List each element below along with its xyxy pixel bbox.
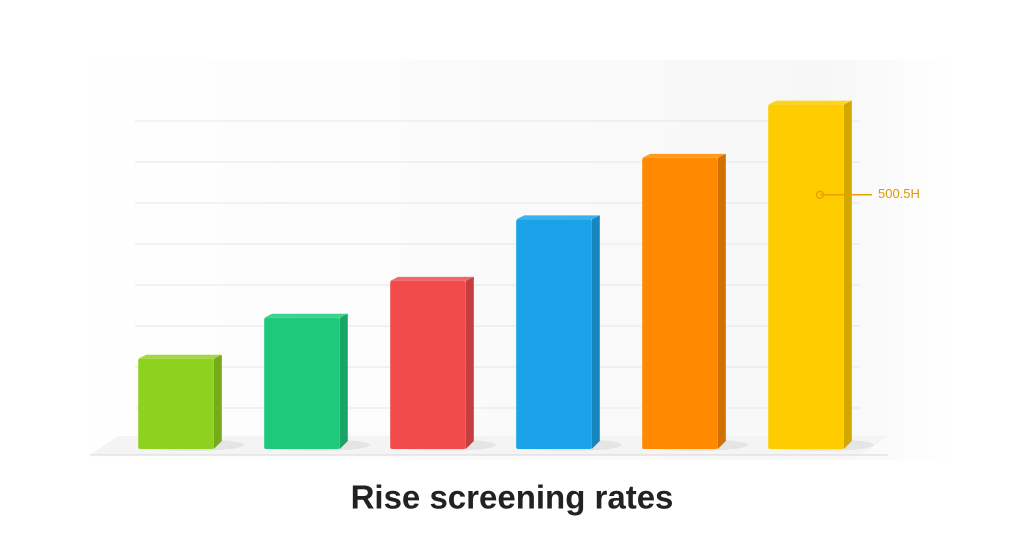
- bar-side: [591, 215, 600, 449]
- bar-side: [213, 354, 222, 449]
- bar-top: [642, 153, 726, 158]
- chart-title: Rise screening rates: [351, 479, 674, 516]
- bar-side: [465, 276, 474, 449]
- bar: [516, 219, 592, 449]
- bar: [264, 317, 340, 449]
- bar-top: [264, 313, 348, 318]
- annotation-label: 500.5H: [878, 186, 920, 201]
- bar-side: [843, 100, 852, 449]
- bar-side: [339, 313, 348, 449]
- bar-top: [390, 276, 474, 281]
- bar-top: [138, 354, 222, 359]
- bar: [642, 157, 718, 449]
- bar-side: [717, 153, 726, 449]
- bar: [768, 104, 844, 449]
- annotation-dot: [815, 190, 825, 200]
- bar-top: [516, 215, 600, 220]
- bar-top: [768, 100, 852, 105]
- grid: [135, 120, 860, 409]
- bar: [390, 280, 466, 449]
- bar: [138, 358, 214, 449]
- bars: [138, 100, 874, 451]
